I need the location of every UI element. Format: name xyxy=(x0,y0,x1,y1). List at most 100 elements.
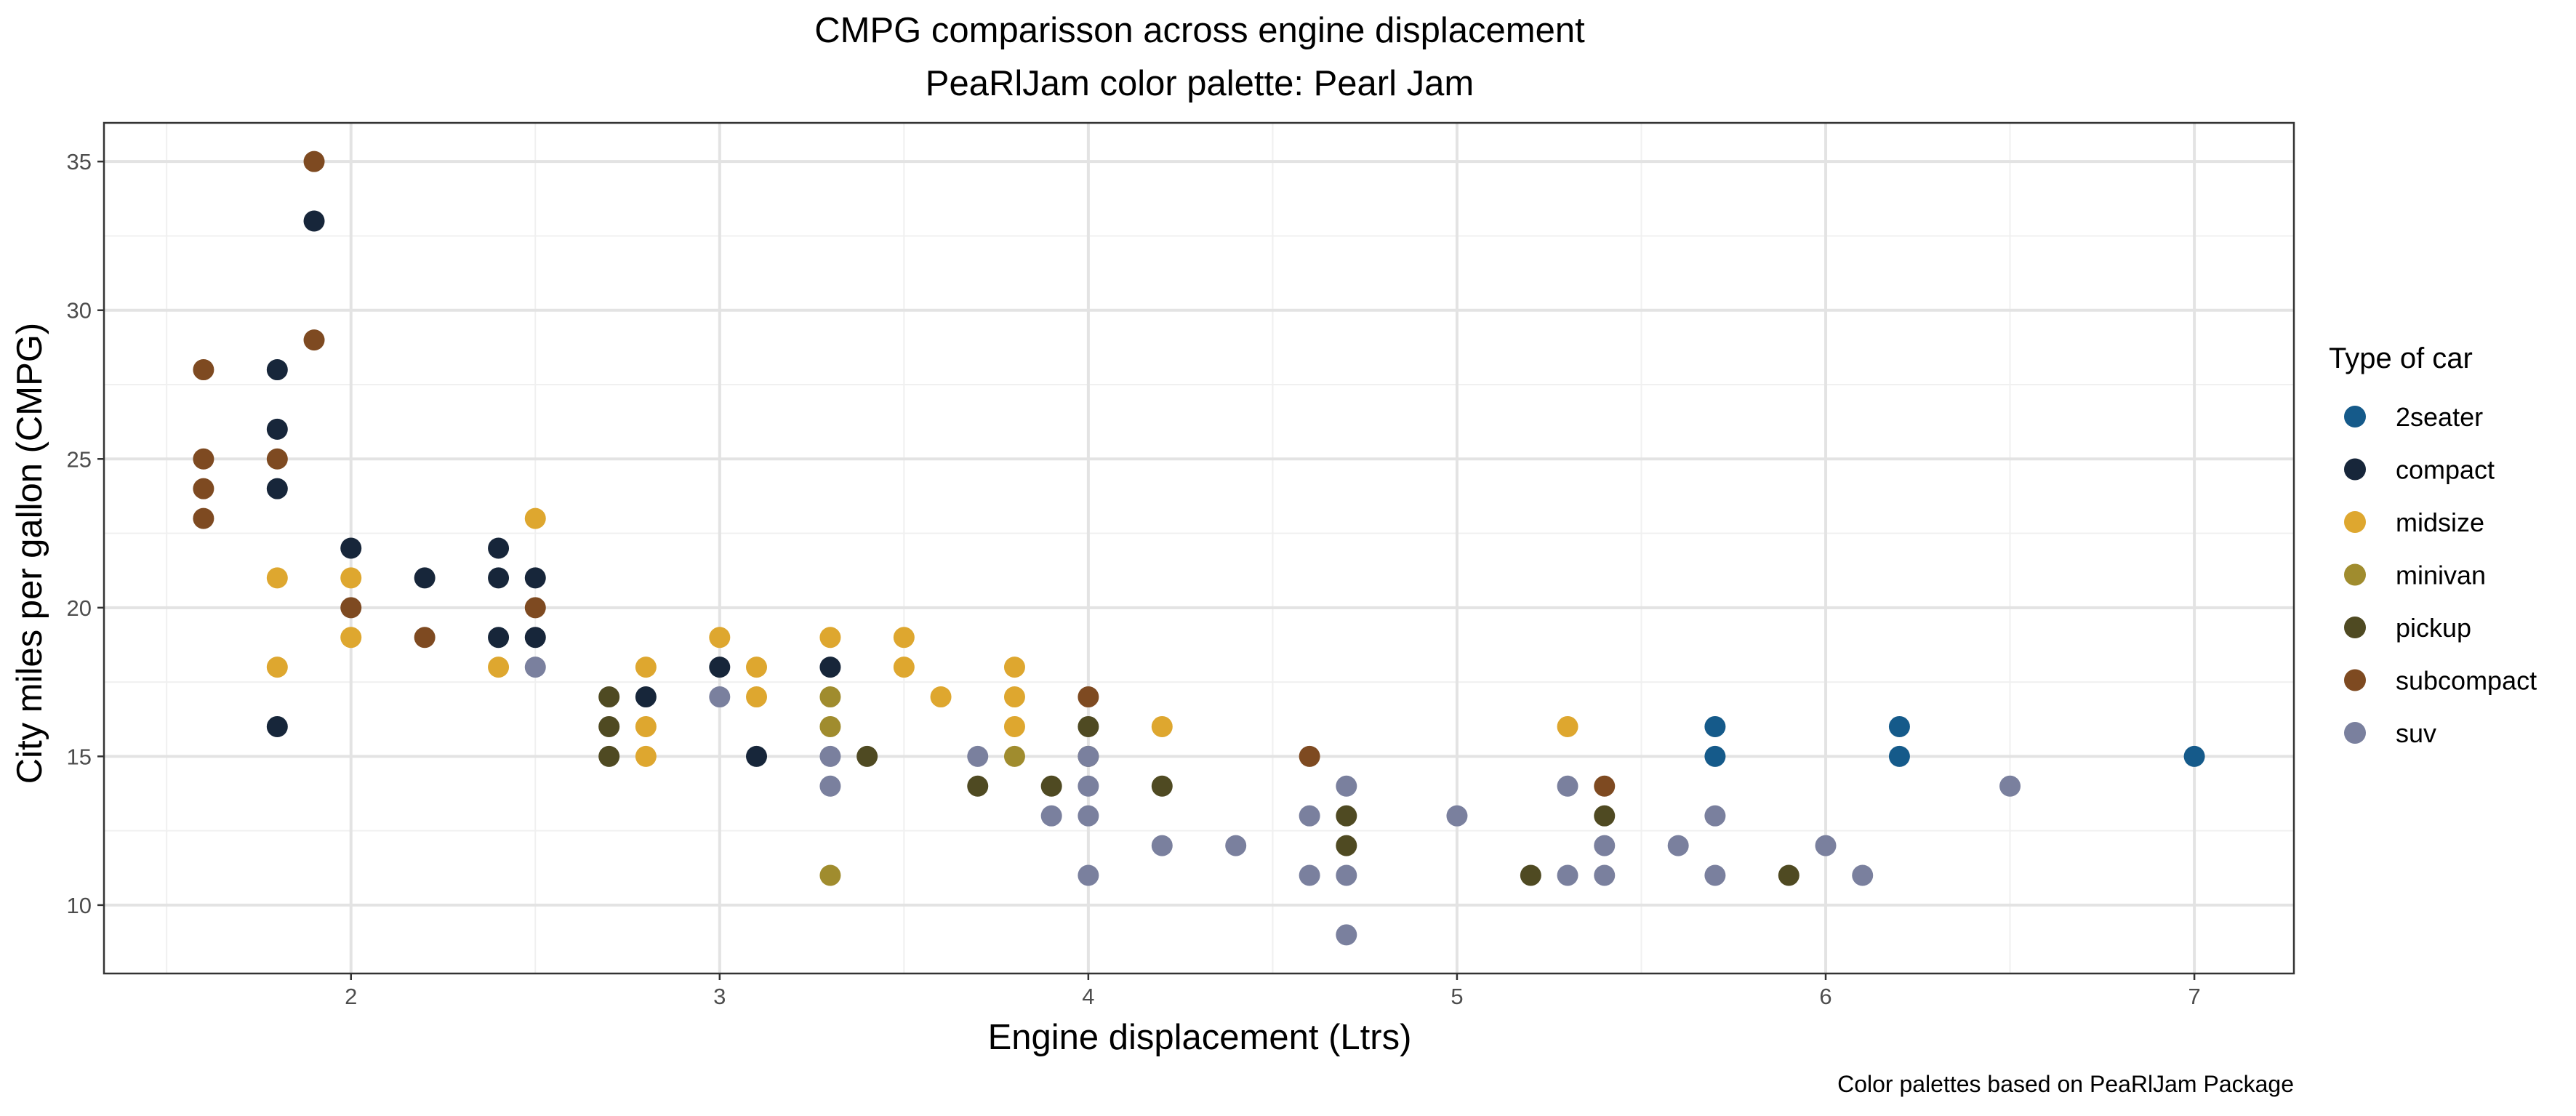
data-point xyxy=(1003,715,1025,737)
chart-title: CMPG comparisson across engine displacem… xyxy=(814,11,1585,50)
legend-item-subcompact: subcompact xyxy=(2344,666,2537,696)
data-point xyxy=(598,745,620,767)
x-tick-label: 2 xyxy=(345,984,357,1009)
chart-caption: Color palettes based on PeaRlJam Package xyxy=(1837,1071,2294,1097)
legend-label: pickup xyxy=(2396,613,2471,643)
data-point xyxy=(524,507,546,529)
data-point xyxy=(819,864,841,886)
data-point xyxy=(1336,775,1357,797)
data-point xyxy=(1040,805,1062,827)
x-tick-label: 6 xyxy=(1819,984,1831,1009)
panel-border xyxy=(103,121,2295,975)
data-point xyxy=(709,627,731,649)
x-tick-label: 5 xyxy=(1450,984,1463,1009)
data-point xyxy=(1557,775,1578,797)
data-point xyxy=(967,745,989,767)
data-point xyxy=(1446,805,1468,827)
data-point xyxy=(266,448,288,470)
grid-lines xyxy=(104,123,2294,974)
data-point xyxy=(635,686,657,708)
legend-key xyxy=(2344,406,2366,427)
data-point xyxy=(635,715,657,737)
data-point xyxy=(1557,715,1578,737)
data-point xyxy=(1520,864,1541,886)
data-point xyxy=(266,657,288,678)
axes: 2 3 4 5 6 7 10 15 20 25 30 35 xyxy=(67,121,2295,1009)
data-point xyxy=(1078,745,1099,767)
data-point xyxy=(1336,805,1357,827)
data-point xyxy=(488,567,510,589)
data-point xyxy=(819,686,841,708)
legend-key xyxy=(2344,458,2366,481)
legend-label: minivan xyxy=(2396,561,2486,590)
legend-key xyxy=(2344,511,2366,533)
data-point xyxy=(1078,805,1099,827)
data-point xyxy=(1151,715,1173,737)
data-point xyxy=(1888,715,1910,737)
data-point xyxy=(266,715,288,737)
data-point xyxy=(1299,864,1320,886)
data-point xyxy=(193,507,214,529)
data-point xyxy=(1704,864,1726,886)
legend-item-2seater: 2seater xyxy=(2344,402,2483,432)
data-point xyxy=(1299,745,1320,767)
legend-label: compact xyxy=(2396,455,2495,485)
legend-key xyxy=(2344,722,2366,744)
data-point xyxy=(266,567,288,589)
data-point xyxy=(635,657,657,678)
data-point xyxy=(1852,864,1874,886)
data-point xyxy=(1594,775,1616,797)
data-point xyxy=(746,745,768,767)
data-point xyxy=(1667,835,1689,856)
data-point xyxy=(488,627,510,649)
data-point xyxy=(303,210,325,232)
data-point xyxy=(967,775,989,797)
legend-item-minivan: minivan xyxy=(2344,561,2486,590)
data-point xyxy=(1888,745,1910,767)
data-point xyxy=(488,657,510,678)
data-point xyxy=(1594,835,1616,856)
data-point xyxy=(266,418,288,440)
data-point xyxy=(746,686,768,708)
data-point xyxy=(303,329,325,351)
data-point xyxy=(340,597,362,619)
series-midsize xyxy=(266,507,1578,767)
data-point xyxy=(524,657,546,678)
data-point xyxy=(819,745,841,767)
data-point xyxy=(709,686,731,708)
legend-label: subcompact xyxy=(2396,666,2537,696)
series-compact xyxy=(266,210,841,767)
data-point xyxy=(1078,715,1099,737)
data-point xyxy=(193,448,214,470)
data-point xyxy=(266,359,288,381)
data-point xyxy=(2183,745,2205,767)
legend-item-pickup: pickup xyxy=(2344,613,2471,643)
x-axis-title: Engine displacement (Ltrs) xyxy=(988,1018,1412,1057)
data-point xyxy=(819,627,841,649)
data-point xyxy=(1336,864,1357,886)
data-point xyxy=(340,567,362,589)
data-point xyxy=(635,745,657,767)
data-point xyxy=(598,686,620,708)
legend-item-midsize: midsize xyxy=(2344,507,2484,537)
legend-label: 2seater xyxy=(2396,402,2483,432)
data-point xyxy=(819,715,841,737)
series-minivan xyxy=(819,686,1025,886)
y-tick-label: 20 xyxy=(67,595,92,621)
y-axis-title: City miles per gallon (CMPG) xyxy=(10,323,49,784)
y-tick-label: 30 xyxy=(67,298,92,324)
y-tick-label: 35 xyxy=(67,149,92,174)
data-point xyxy=(1003,657,1025,678)
data-point xyxy=(524,567,546,589)
data-point xyxy=(340,627,362,649)
data-point xyxy=(1704,745,1726,767)
panel-background xyxy=(104,123,2294,974)
legend-item-compact: compact xyxy=(2344,455,2495,485)
legend-item-suv: suv xyxy=(2344,718,2436,748)
legend: Type of car 2seater compact midsize minivan… xyxy=(2329,342,2537,748)
data-point xyxy=(819,775,841,797)
data-point xyxy=(414,627,436,649)
data-point xyxy=(1003,745,1025,767)
